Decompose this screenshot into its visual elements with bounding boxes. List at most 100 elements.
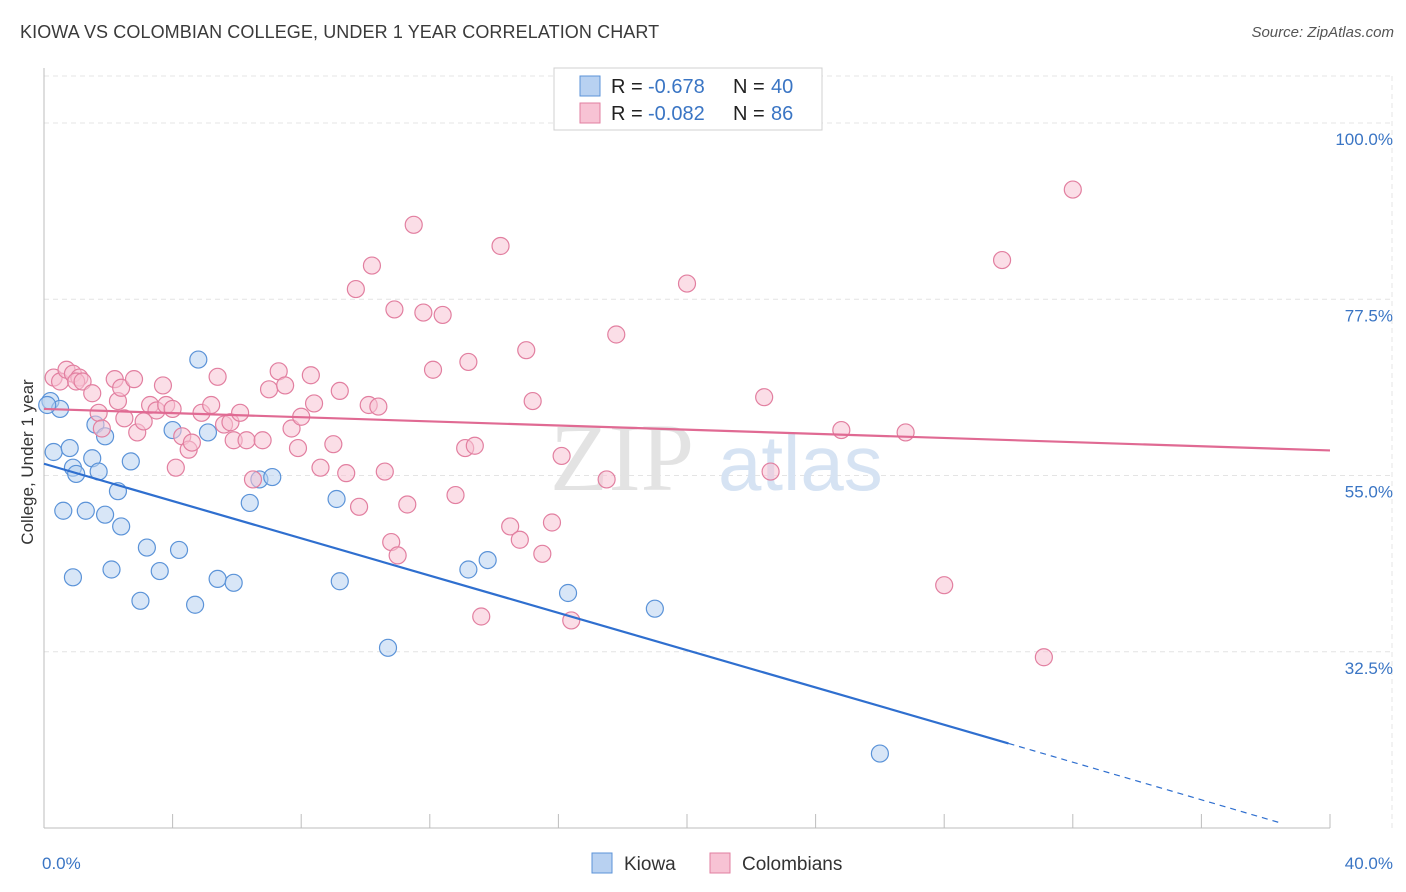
- colombians-point-44: [311, 458, 330, 477]
- colombians-trend-line: [43, 407, 1331, 452]
- kiowa-point-17: [102, 560, 121, 579]
- colombians-point-27: [202, 395, 221, 415]
- colombians-point-72: [533, 544, 552, 563]
- colombians-point-61: [423, 360, 443, 379]
- kiowa-trend-line: [43, 462, 1009, 745]
- colombians-point-40: [288, 438, 308, 458]
- colombians-point-33: [237, 431, 256, 450]
- kiowa-point-14: [95, 505, 115, 524]
- stats-swatch-colombians: [579, 102, 601, 124]
- kiowa-point-20: [169, 540, 189, 560]
- legend-label-kiowa: Kiowa: [624, 854, 676, 875]
- colombians-point-38: [276, 376, 295, 395]
- colombians-point-42: [304, 394, 324, 413]
- stats-r-value-colombians: -0.082: [648, 103, 705, 125]
- colombians-point-78: [677, 274, 697, 293]
- colombians-point-62: [446, 485, 465, 505]
- stats-n-label-kiowa: N =: [733, 76, 770, 98]
- colombians-point-13: [115, 409, 134, 428]
- stats-legend: R = -0.678 N = 40 R = -0.082 N = 86: [553, 67, 823, 131]
- colombians-point-14: [124, 370, 144, 389]
- colombians-point-34: [243, 470, 263, 489]
- watermark: ZIP atlas: [550, 404, 883, 511]
- kiowa-point-22: [186, 595, 205, 614]
- legend-label-colombians: Colombians: [742, 854, 842, 875]
- kiowa-point-38: [870, 744, 890, 763]
- kiowa-point-13: [76, 501, 95, 520]
- kiowa-point-24: [224, 573, 243, 592]
- colombians-point-82: [896, 423, 915, 442]
- colombians-point-48: [349, 497, 369, 516]
- colombians-point-65: [465, 436, 484, 455]
- kiowa-point-18: [137, 538, 156, 557]
- colombians-point-66: [472, 607, 491, 626]
- tick-labels: 32.5% 55.0% 77.5% 100.0% 0.0% 40.0%: [42, 130, 1393, 873]
- kiowa-point-31: [327, 489, 346, 509]
- kiowa-trend-extension: [1008, 742, 1282, 824]
- y-tick-label-1: 55.0%: [1345, 483, 1393, 502]
- stats-n-label-colombians: N =: [733, 103, 770, 125]
- bottom-legend: Kiowa Colombians: [591, 852, 842, 875]
- colombians-point-59: [414, 303, 433, 322]
- stats-r-label-colombians: R =: [611, 103, 648, 125]
- colombians-point-53: [375, 462, 394, 481]
- colombians-point-69: [510, 530, 529, 549]
- colombians-point-86: [1063, 180, 1082, 199]
- colombians-point-9: [92, 419, 111, 438]
- stats-n-value-kiowa: 40: [771, 76, 793, 98]
- watermark-zip: ZIP: [550, 404, 694, 511]
- colombians-point-21: [163, 399, 182, 419]
- colombians-point-76: [597, 470, 616, 489]
- colombians-point-57: [398, 495, 417, 514]
- x-tick-label-1: 40.0%: [1345, 854, 1393, 873]
- colombians-point-83: [935, 576, 954, 595]
- kiowa-point-3: [60, 438, 79, 458]
- trend-lines: [43, 407, 1331, 824]
- colombians-point-73: [542, 513, 562, 532]
- kiowa-point-19: [150, 561, 169, 581]
- source-label: Source: ZipAtlas.com: [1251, 24, 1394, 41]
- kiowa-point-23: [208, 569, 227, 589]
- colombians-point-22: [166, 458, 185, 477]
- colombians-point-80: [761, 462, 780, 481]
- colombians-point-36: [259, 380, 279, 399]
- kiowa-point-33: [378, 638, 398, 657]
- colombians-point-7: [83, 384, 102, 403]
- y-tick-label-3: 100.0%: [1335, 130, 1393, 149]
- colombians-point-84: [992, 250, 1012, 270]
- kiowa-point-21: [131, 591, 150, 610]
- colombians-point-39: [282, 419, 301, 438]
- colombians-point-28: [208, 367, 227, 386]
- kiowa-point-27: [198, 423, 218, 442]
- kiowa-point-32: [330, 572, 349, 591]
- colombians-point-50: [369, 397, 388, 416]
- y-tick-label-0: 32.5%: [1345, 659, 1393, 678]
- colombians-point-77: [607, 325, 626, 344]
- colombians-point-19: [153, 376, 173, 395]
- kiowa-point-39: [38, 395, 57, 415]
- x-tick-label-0: 0.0%: [42, 854, 81, 873]
- chart-title: KIOWA VS COLOMBIAN COLLEGE, UNDER 1 YEAR…: [20, 22, 660, 42]
- legend-swatch-kiowa: [591, 852, 613, 874]
- kiowa-point-16: [63, 568, 83, 587]
- stats-r-value-kiowa: -0.678: [648, 76, 705, 98]
- stats-swatch-kiowa: [579, 75, 601, 97]
- colombians-point-85: [1034, 648, 1053, 667]
- stats-n-value-colombians: 86: [771, 103, 793, 125]
- y-axis-label: College, Under 1 year: [18, 379, 37, 545]
- kiowa-point-11: [121, 452, 140, 471]
- colombians-point-52: [362, 256, 382, 275]
- colombians-point-58: [404, 215, 423, 234]
- kiowa-point-2: [44, 442, 63, 462]
- kiowa-point-34: [459, 560, 478, 579]
- kiowa-point-37: [645, 599, 664, 618]
- colombians-point-71: [517, 341, 536, 360]
- colombians-point-67: [491, 236, 510, 256]
- colombians-point-51: [346, 279, 365, 299]
- colombians-point-79: [755, 388, 774, 407]
- colombians-point-70: [523, 391, 542, 411]
- colombians-point-8: [89, 403, 108, 422]
- colombians-point-12: [112, 378, 131, 397]
- colombians-point-32: [231, 403, 250, 422]
- colombians-point-43: [301, 366, 320, 385]
